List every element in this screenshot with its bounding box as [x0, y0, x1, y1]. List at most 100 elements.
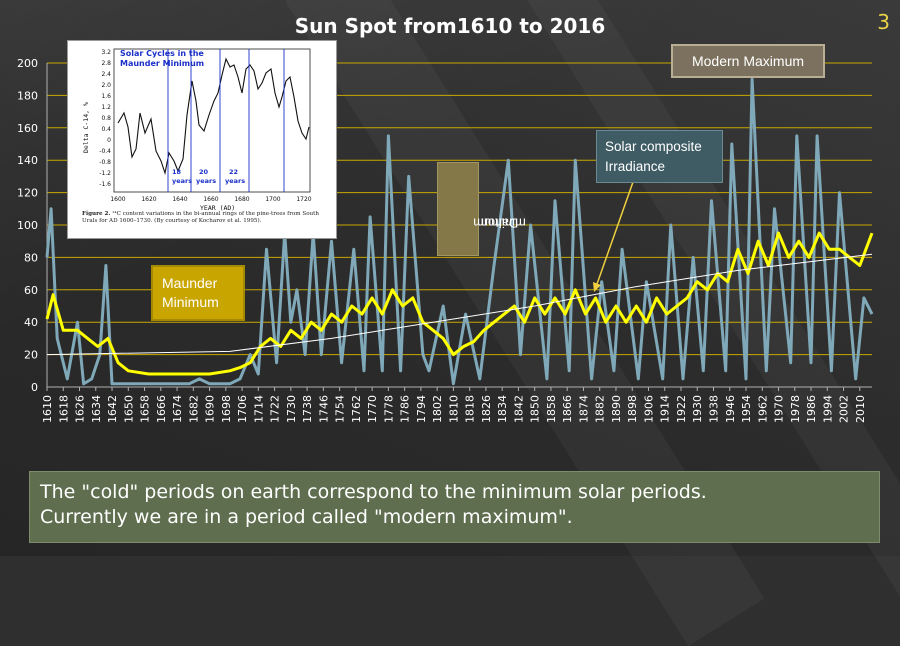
maunder-minimum-label: Maunder Minimum [151, 265, 245, 321]
annotation-arrow [596, 181, 634, 285]
x-tick-label: 2002 [838, 395, 851, 423]
inset-x-tick: 1660 [203, 196, 218, 203]
inset-y-tick: 0.8 [101, 115, 111, 122]
solar-label-line2: Irradiance [605, 159, 666, 174]
inset-xlabel: YEAR (AD) [200, 204, 235, 212]
inset-y-tick: 0.4 [101, 126, 111, 133]
x-tick-label: 1762 [350, 395, 363, 423]
x-tick-label: 1642 [106, 395, 119, 423]
x-tick-label: 1850 [529, 395, 542, 423]
inset-caption-bold: Figure 2. [82, 211, 111, 217]
inset-y-tick: 1.2 [101, 104, 111, 111]
x-tick-label: 1738 [301, 395, 314, 423]
x-tick-label: 1722 [269, 395, 282, 423]
inset-chart: Delta C-14, % 3.2 2.8 2.4 2.0 1.6 1.2 0.8 0.4 0 -… [82, 48, 312, 212]
solar-label-line1: Solar composite [605, 139, 702, 154]
x-tick-label: 1954 [740, 395, 753, 423]
x-tick-label: 1914 [659, 395, 672, 423]
sunspot-series-line [45, 77, 874, 386]
chart-series [45, 77, 874, 386]
x-tick-label: 1610 [41, 395, 54, 423]
inset-cycle-sub: years [225, 177, 245, 185]
y-tick-label: 140 [17, 154, 38, 167]
y-tick-label: 0 [31, 381, 38, 394]
inset-title-line2: Maunder Minimum [120, 59, 205, 68]
inset-y-ticks: 3.2 2.8 2.4 2.0 1.6 1.2 0.8 0.4 0 -0.4 -0.8 -1.2 -1.… [99, 49, 111, 188]
inset-x-tick: 1680 [234, 196, 249, 203]
inset-x-tick: 1600 [110, 196, 125, 203]
inset-y-tick: -1.2 [99, 170, 111, 177]
y-tick-label: 180 [17, 89, 38, 102]
slide-number: 3 [877, 10, 890, 34]
inset-y-tick: 0 [107, 137, 111, 144]
y-tick-label: 120 [17, 187, 38, 200]
inset-frame [113, 48, 311, 193]
x-tick-label: 2010 [854, 395, 867, 423]
inset-x-tick: 1700 [265, 196, 280, 203]
inset-x-tick: 1720 [296, 196, 311, 203]
x-tick-label: 1618 [57, 395, 70, 423]
inset-y-tick: 2.4 [101, 71, 111, 78]
inset-cycle-label: 22 [229, 168, 238, 176]
inset-y-tick: 1.6 [101, 93, 111, 100]
x-tick-label: 1834 [496, 395, 509, 423]
x-tick-label: 1666 [155, 395, 168, 423]
x-tick-label: 1730 [285, 395, 298, 423]
inset-cycle-label: 18 [172, 168, 182, 176]
modern-maximum-label: Modern Maximum [671, 44, 825, 78]
footer-line2: Currently we are in a period called "mod… [40, 506, 573, 528]
x-tick-label: 1962 [756, 395, 769, 423]
x-tick-label: 1906 [642, 395, 655, 423]
x-tick-label: 1858 [545, 395, 558, 423]
x-tick-label: 1754 [334, 395, 347, 423]
x-tick-label: 1658 [139, 395, 152, 423]
x-tick-label: 1818 [464, 395, 477, 423]
x-tick-label: 1714 [252, 395, 265, 423]
x-tick-label: 1842 [512, 395, 525, 423]
x-tick-label: 1890 [610, 395, 623, 423]
y-tick-label: 200 [17, 57, 38, 70]
x-tick-label: 1882 [594, 395, 607, 423]
maunder-label-line2: Minimum [162, 294, 219, 310]
x-tick-label: 1706 [236, 395, 249, 423]
inset-y-tick: -1.6 [99, 181, 111, 188]
x-tick-label: 1786 [399, 395, 412, 423]
x-axis-ticks: 1610 1618 1626 1634 1642 1650 1658 1666 1674 1682… [41, 387, 867, 423]
x-tick-label: 1986 [805, 395, 818, 423]
maunder-inset-figure: Delta C-14, % 3.2 2.8 2.4 2.0 1.6 1.2 0.8 0.4 0 -… [67, 40, 337, 239]
x-tick-label: 1794 [415, 395, 428, 423]
x-tick-label: 1938 [708, 395, 721, 423]
inset-cycle-sub: years [196, 177, 216, 185]
x-tick-label: 1930 [691, 395, 704, 423]
x-tick-label: 1946 [724, 395, 737, 423]
y-tick-label: 80 [24, 251, 38, 264]
x-tick-label: 1770 [366, 395, 379, 423]
x-tick-label: 1970 [773, 395, 786, 423]
x-tick-label: 1978 [789, 395, 802, 423]
inset-title-line1: Solar Cycles in the [120, 49, 204, 58]
inset-y-tick: -0.4 [99, 148, 111, 155]
inset-x-ticks: 1600 1620 1640 1660 1680 1700 1720 [110, 196, 311, 203]
y-tick-label: 40 [24, 316, 38, 329]
x-tick-label: 1626 [74, 395, 87, 423]
y-tick-label: 160 [17, 122, 38, 135]
x-tick-label: 1802 [431, 395, 444, 423]
inset-y-tick: 3.2 [101, 49, 111, 56]
x-tick-label: 1810 [447, 395, 460, 423]
trend-series-line [46, 253, 873, 356]
inset-curve [117, 57, 310, 176]
x-tick-label: 1650 [122, 395, 135, 423]
y-tick-label: 20 [24, 349, 38, 362]
inset-cycle-label: 20 [199, 168, 209, 176]
slide-title: Sun Spot from1610 to 2016 [294, 14, 606, 38]
x-tick-label: 1634 [90, 395, 103, 423]
inset-cycle-sub: years [172, 177, 192, 185]
inset-x-tick: 1620 [141, 196, 156, 203]
dalton-minimum-label: Dalton minimum [437, 162, 526, 256]
inset-y-tick: -0.8 [99, 159, 111, 166]
x-tick-label: 1922 [675, 395, 688, 423]
y-axis-ticks: 0 20 40 60 80 100 120 140 160 180 200 [17, 57, 38, 394]
x-tick-label: 1698 [220, 395, 233, 423]
x-tick-label: 1994 [821, 395, 834, 423]
